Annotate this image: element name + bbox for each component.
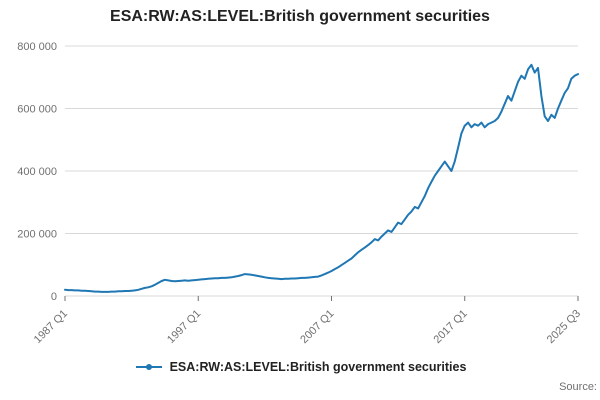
legend-marker-dot [145, 364, 152, 370]
legend-marker [135, 364, 162, 370]
x-axis-tick-label: 2007 Q1 [298, 308, 336, 346]
y-axis-tick-label: 400 000 [17, 166, 57, 178]
data-line [64, 63, 579, 293]
legend: ESA:RW:AS:LEVEL:British government secur… [0, 360, 600, 374]
x-axis-tick-label: 2025 Q3 [545, 308, 583, 346]
x-axis-tick-label: 1987 Q1 [32, 308, 70, 346]
chart-title: ESA:RW:AS:LEVEL:British government secur… [110, 8, 490, 25]
y-axis-tick-label: 600 000 [17, 104, 57, 116]
source-label: Source: [559, 381, 597, 393]
x-axis-tick-label: 2017 Q1 [432, 308, 470, 346]
y-axis-tick-label: 800 000 [17, 41, 57, 53]
y-axis-tick-label: 0 [51, 291, 57, 303]
legend-label: ESA:RW:AS:LEVEL:British government secur… [169, 360, 467, 374]
x-axis-tick-label: 1997 Q1 [165, 308, 203, 346]
y-axis-tick-label: 200 000 [17, 229, 57, 241]
chart-svg: 0 200 000 400 000 600 000 800 000 1987 Q1 1997… [17, 41, 583, 346]
